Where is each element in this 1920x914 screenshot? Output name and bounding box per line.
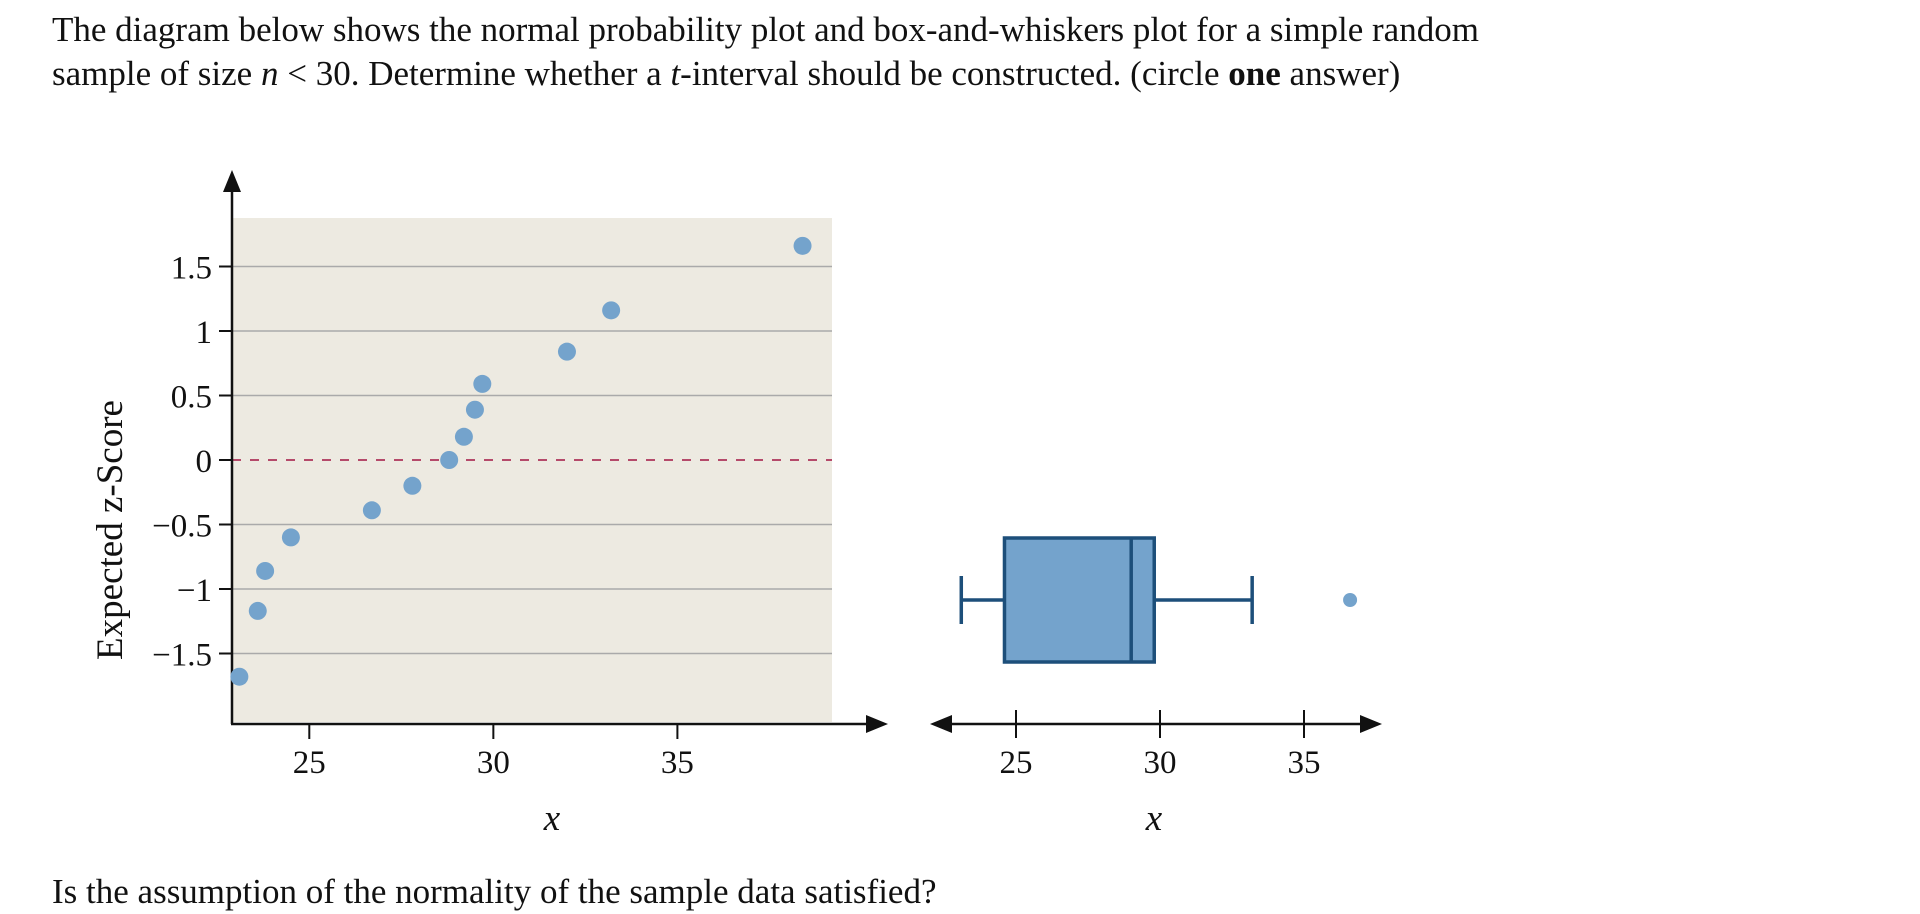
y-axis-arrow-icon xyxy=(223,170,241,192)
followup-question: Is the assumption of the normality of th… xyxy=(52,872,937,911)
data-point xyxy=(362,501,381,520)
data-point xyxy=(473,374,492,393)
data-point xyxy=(230,667,249,686)
box-plot-shapes xyxy=(959,536,1358,664)
y-axis-label: Expected z-Score xyxy=(90,400,131,660)
x-tick-label: 30 xyxy=(477,745,510,781)
data-point xyxy=(465,400,484,419)
plot-background xyxy=(232,218,832,722)
data-point xyxy=(403,476,422,495)
x-tick-label: 25 xyxy=(293,745,326,781)
y-tick-label: 0 xyxy=(196,444,213,480)
normal-probability-plot: 1.5 1 0.5 0 −0.5 −1 −1.5 25 30 35 Expected z-Sco… xyxy=(90,170,888,839)
n-variable: n xyxy=(260,54,279,93)
y-tick-label: −1.5 xyxy=(152,638,212,674)
y-ticks: 1.5 1 0.5 0 −0.5 −1 −1.5 xyxy=(152,251,232,674)
question-text: The diagram below shows the normal proba… xyxy=(52,10,1479,93)
t-variable: t xyxy=(670,54,681,93)
data-point xyxy=(454,427,473,446)
x-ticks: 25 30 35 xyxy=(293,724,694,781)
emphasis-one: one xyxy=(1228,54,1281,93)
y-tick-label: 0.5 xyxy=(171,380,212,416)
box-and-whisker-plot: 25 30 35 x xyxy=(930,536,1382,839)
y-tick-label: 1.5 xyxy=(171,251,212,287)
x-axis-arrow-icon xyxy=(866,715,888,733)
interquartile-box xyxy=(1002,536,1156,664)
x-tick-label: 25 xyxy=(1000,745,1033,781)
data-point xyxy=(602,301,621,320)
data-point xyxy=(440,451,459,469)
x-tick-label: 30 xyxy=(1144,745,1177,781)
y-tick-label: 1 xyxy=(196,315,213,351)
left-arrow-icon xyxy=(930,715,952,733)
outlier-point xyxy=(1343,593,1358,607)
data-point xyxy=(793,236,812,255)
data-points xyxy=(230,236,812,686)
y-tick-label: −1 xyxy=(177,573,212,609)
x-axis-label: x xyxy=(1145,798,1163,839)
data-point xyxy=(248,601,267,620)
data-point xyxy=(281,528,300,547)
data-point xyxy=(557,342,576,361)
data-point xyxy=(256,561,275,580)
grid-lines xyxy=(232,265,832,655)
x-axis-label: x xyxy=(543,798,561,839)
x-tick-label: 35 xyxy=(661,745,694,781)
x-tick-label: 35 xyxy=(1288,745,1321,781)
x-ticks: 25 30 35 xyxy=(1000,710,1321,781)
right-arrow-icon xyxy=(1360,715,1382,733)
y-tick-label: −0.5 xyxy=(152,509,212,545)
